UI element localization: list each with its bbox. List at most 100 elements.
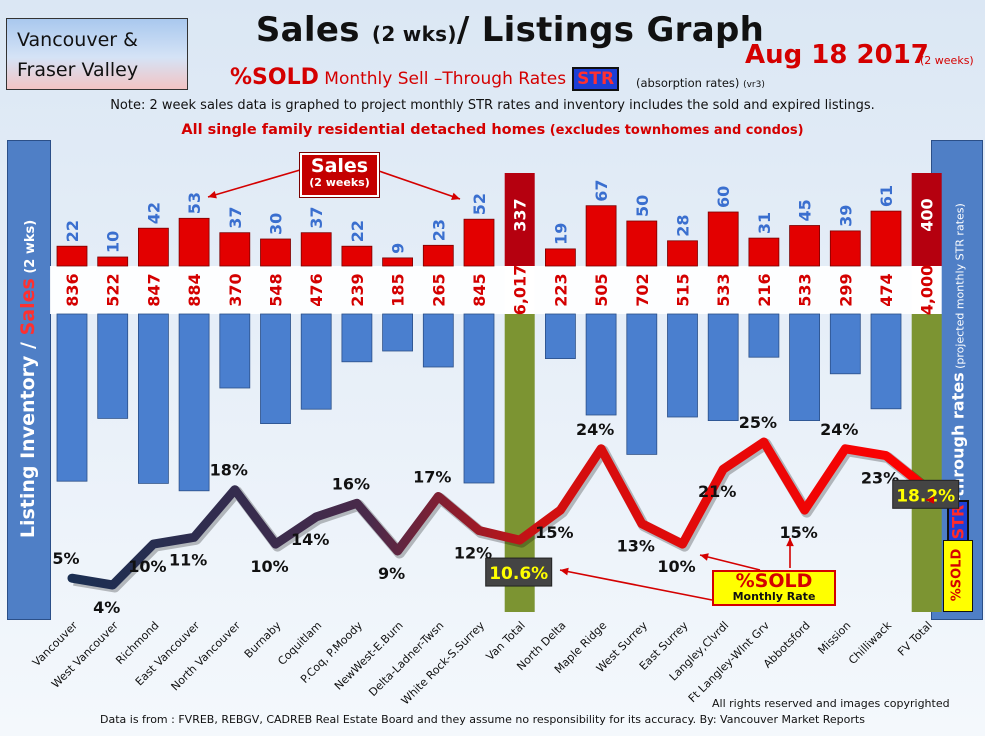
inventory-value-label: 4,000 [918,265,937,316]
sales-bar [789,225,820,267]
chart-note: Note: 2 week sales data is graphed to pr… [110,98,875,113]
listing-bar [667,313,698,418]
inventory-value-label: 884 [185,273,204,306]
category-tick-label: Ft Langley-Wlnt Grv [686,619,773,706]
sold-value-label: 5% [52,549,79,568]
total-sold-label: 18.2% [896,486,955,506]
inventory-label-band [50,266,930,314]
total-band-cell [504,266,535,314]
sales-value-label: 61 [877,185,896,207]
sold-value-label: 25% [739,413,777,432]
sales-bar [463,218,495,267]
inventory-value-label: 370 [226,273,245,306]
title-part-c: / Listings Graph [456,10,765,50]
sales-value-label: 37 [307,206,326,228]
sold-value-label: 4% [93,598,120,617]
sold-callout-title: %SOLD [735,570,813,592]
chart-title: Sales (2 wks)/ Listings Graph [200,10,820,50]
sales-arrow-right-head [451,192,460,200]
total-band-cell [911,266,942,314]
sales-bar [260,238,291,267]
inventory-value-label: 223 [551,273,570,306]
sales-value-label: 400 [918,198,937,231]
version-text: (vr3) [743,80,765,90]
region-box: Vancouver & Fraser Valley [6,18,188,90]
sales-arrow-left [207,169,301,198]
str-arrow-head [926,496,935,504]
sold-callout-sub: Monthly Rate [732,590,816,603]
scope-main: All single family residential detached h… [181,122,546,138]
sold-value-label: 10% [128,557,166,576]
sold-callout: %SOLD Monthly Rate [712,570,836,606]
category-tick-label: Delta-Ladner-Twsn [366,619,446,699]
sales-bar [545,248,576,267]
inventory-value-label: 185 [389,273,408,306]
inventory-value-label: 522 [104,273,123,306]
subtitle-sold: %SOLD [230,65,319,90]
absorption-text: (absorption rates) [636,76,740,90]
sold-arrow-left [559,569,713,601]
total-sales-bar [911,173,942,266]
sales-value-label: 28 [674,215,693,237]
right-sold-badge [943,540,973,612]
listing-bar [300,313,332,410]
sold-value-label: 24% [820,420,858,439]
sales-bar [748,237,780,267]
sold-value-label: 9% [378,564,405,583]
sales-bar [707,211,739,267]
listing-bar [748,313,780,358]
sales-value-label: 67 [592,179,611,201]
subtitle-rest: Monthly Sell –Through Rates [318,69,567,89]
sales-value-label: 31 [755,212,774,234]
footer-rights: All rights reserved and images copyright… [712,697,950,710]
inventory-value-label: 6,017 [511,265,530,316]
sales-bar [626,220,658,267]
sold-arrow-mid-head [700,553,709,561]
sold-value-label: 21% [698,482,736,501]
sold-value-label: 10% [250,557,288,576]
scope-paren: (excludes townhomes and condos) [545,123,804,138]
listing-bar [463,313,495,484]
category-tick-label: FV Total [895,619,935,659]
sold-value-label: 17% [413,467,451,486]
category-tick-label: Burnaby [242,619,284,661]
subtitle-absorption: (absorption rates) (vr3) [636,76,765,90]
inventory-value-label: 533 [714,273,733,306]
sales-bar [137,227,169,267]
sales-value-label: 39 [836,205,855,227]
sold-value-label: 13% [617,537,655,556]
sales-value-label: 23 [429,219,448,241]
total-sold-label: 10.6% [489,564,548,584]
sold-value-label: 15% [535,523,573,542]
category-tick-label: White Rock-S.Surrey [399,619,488,708]
sales-value-label: 337 [511,198,530,231]
sold-value-label: 16% [332,474,370,493]
subtitle: %SOLD Monthly Sell –Through Rates STR [230,65,620,91]
title-part-b: (2 wks) [371,22,457,46]
sales-callout-title: Sales [310,155,369,177]
inventory-value-label: 216 [755,273,774,306]
report-date: Aug 18 2017 [745,40,929,70]
sales-bar [97,256,129,267]
listing-bar [97,313,129,419]
sales-value-label: 22 [348,220,367,242]
listing-bar [870,313,902,410]
sales-callout-sub: (2 weeks) [309,176,370,189]
inventory-value-label: 239 [348,273,367,306]
sales-bar [870,210,902,267]
sales-value-label: 42 [144,202,163,224]
sales-value-label: 60 [714,186,733,208]
sold-arrow-mid [699,554,761,571]
region-line-1: Vancouver & [17,29,138,51]
region-line-2: Fraser Valley [17,59,139,81]
inventory-value-label: 515 [674,273,693,306]
arrows-layer [207,169,935,601]
inventory-value-label: 533 [796,273,815,306]
inventory-value-label: 476 [307,273,326,306]
sales-arrow-right [375,169,461,200]
total-sold-box [892,479,960,509]
sales-value-label: 10 [104,231,123,253]
listing-bar [545,313,576,359]
listing-bar [829,313,861,375]
total-sales-bar [504,173,535,266]
